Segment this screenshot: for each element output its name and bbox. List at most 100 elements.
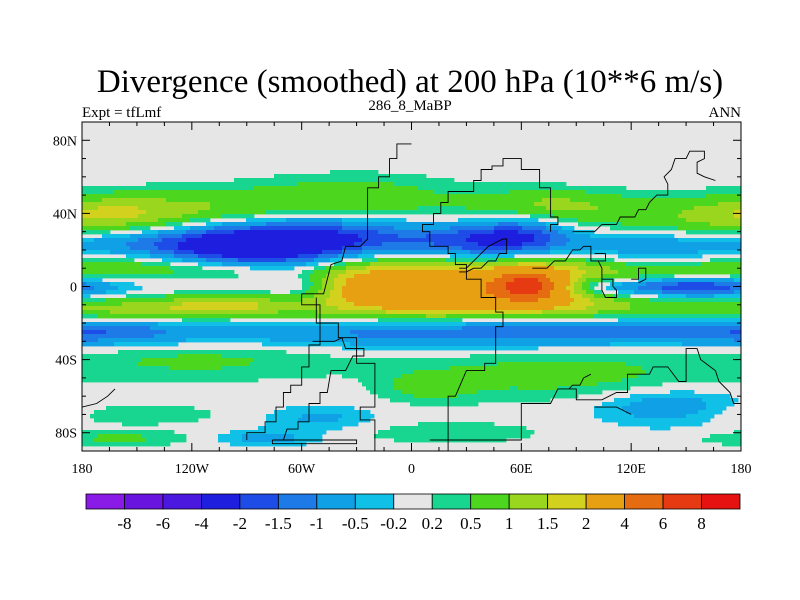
field-cell [538,182,543,187]
field-cell [162,306,167,311]
right-string: ANN [709,105,742,121]
field-cell [650,234,655,239]
field-cell [258,314,263,319]
field-cell [166,250,171,255]
field-cell [390,298,395,303]
field-cell [526,182,531,187]
field-cell [346,226,351,231]
field-cell [578,222,583,227]
field-cell [454,238,459,243]
field-cell [350,286,355,291]
field-cell [690,190,695,195]
field-cell [482,262,487,267]
field-cell [730,202,735,207]
field-cell [250,302,255,307]
field-cell [278,266,283,271]
field-cell [386,174,391,179]
field-cell [110,222,115,227]
field-cell [682,266,687,271]
field-cell [326,230,331,235]
field-cell [638,218,643,223]
field-cell [482,306,487,311]
field-cell [546,266,551,271]
field-cell [454,270,459,275]
field-cell [634,218,639,223]
field-cell [706,194,711,199]
field-cell [666,198,671,203]
field-cell [658,222,663,227]
field-cell [442,278,447,283]
field-cell [394,230,399,235]
field-cell [314,194,319,199]
field-cell [406,246,411,251]
field-cell [734,198,739,203]
field-cell [370,238,375,243]
field-cell [710,262,715,267]
field-cell [338,190,343,195]
field-cell [86,190,91,195]
field-cell [602,234,607,239]
field-cell [526,218,531,223]
field-cell [394,242,399,247]
field-cell [114,202,119,207]
field-cell [430,242,435,247]
field-cell [390,270,395,275]
field-cell [726,226,731,231]
field-cell [390,306,395,311]
field-cell [150,306,155,311]
field-cell [558,218,563,223]
field-cell [246,182,251,187]
field-cell [158,198,163,203]
field-cell [330,266,335,271]
field-cell [86,246,91,251]
field-cell [94,206,99,211]
field-cell [250,290,255,295]
field-cell [634,306,639,311]
field-cell [710,278,715,283]
field-cell [702,262,707,267]
field-cell [398,310,403,315]
field-cell [366,282,371,287]
field-cell [210,206,215,211]
field-cell [358,206,363,211]
field-cell [178,210,183,215]
field-cell [494,226,499,231]
field-cell [542,210,547,215]
field-cell [190,214,195,219]
field-cell [554,262,559,267]
field-cell [718,206,723,211]
field-cell [602,278,607,283]
field-cell [334,270,339,275]
field-cell [582,206,587,211]
field-cell [130,266,135,271]
field-cell [158,306,163,311]
field-cell [410,242,415,247]
field-cell [174,298,179,303]
field-cell [126,238,131,243]
field-cell [410,190,415,195]
field-cell [654,234,659,239]
field-cell [474,198,479,203]
field-cell [714,302,719,307]
field-cell [170,266,175,271]
field-cell [422,194,427,199]
field-cell [430,226,435,231]
field-cell [354,294,359,299]
field-cell [442,294,447,299]
field-cell [438,250,443,255]
field-cell [286,174,291,179]
field-cell [278,174,283,179]
field-cell [474,238,479,243]
field-cell [522,270,527,275]
field-cell [390,278,395,283]
field-cell [586,310,591,315]
field-cell [362,302,367,307]
field-cell [210,290,215,295]
field-cell [650,266,655,271]
field-cell [586,306,591,311]
field-cell [282,202,287,207]
field-cell [206,214,211,219]
field-cell [626,206,631,211]
field-cell [334,218,339,223]
field-cell [430,238,435,243]
